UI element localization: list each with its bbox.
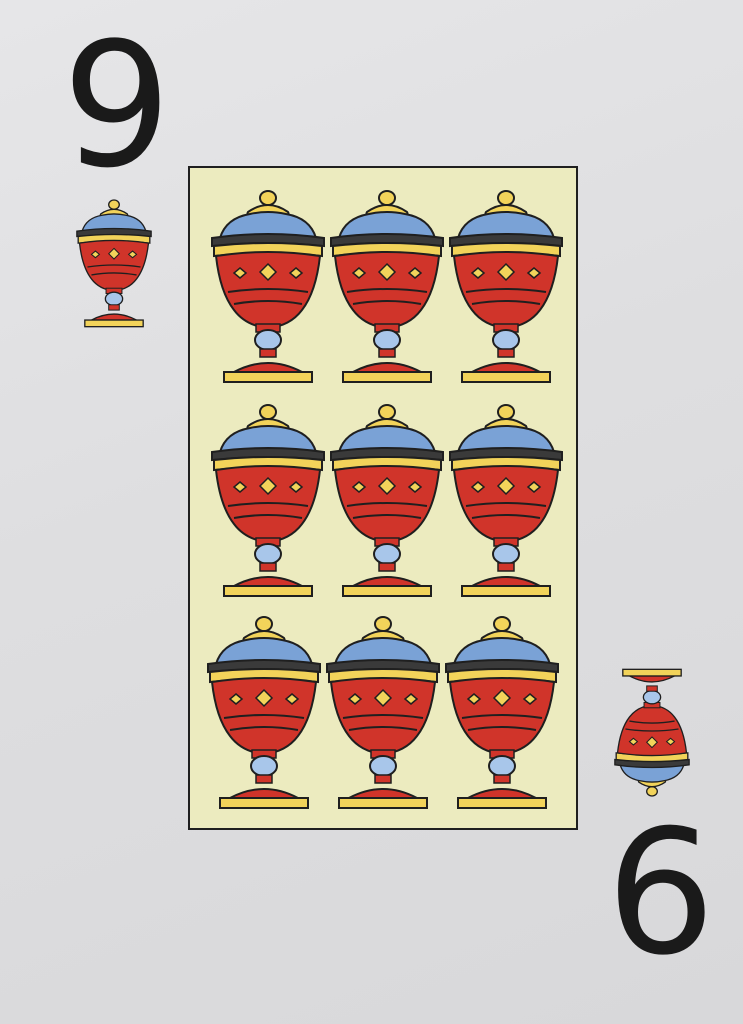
cup-icon	[445, 616, 559, 809]
cup-icon	[330, 404, 444, 597]
pip-panel	[188, 166, 578, 830]
cup-icon	[207, 616, 321, 809]
cup-icon	[326, 616, 440, 809]
cup-icon	[211, 404, 325, 597]
cup-icon	[330, 190, 444, 383]
index-number-bottom: 9	[606, 786, 716, 987]
cup-icon	[211, 190, 325, 383]
index-number-top: 9	[62, 5, 172, 206]
cup-icon	[449, 190, 563, 383]
cup-icon	[449, 404, 563, 597]
cup-icon	[614, 668, 690, 797]
cup-icon	[76, 199, 152, 328]
